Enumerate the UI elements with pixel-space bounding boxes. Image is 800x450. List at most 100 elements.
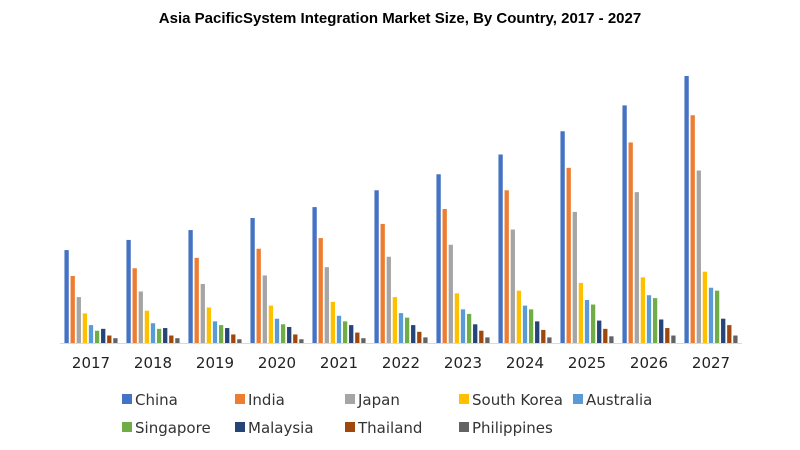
bar-japan-2022 bbox=[386, 256, 391, 343]
legend-swatch-philippines bbox=[459, 422, 469, 432]
bar-singapore-2026 bbox=[652, 298, 658, 343]
bar-singapore-2019 bbox=[218, 325, 224, 343]
bar-thailand-2019 bbox=[231, 334, 236, 343]
bar-australia-2022 bbox=[398, 313, 404, 343]
bar-india-2019 bbox=[194, 257, 199, 343]
bar-malaysia-2026 bbox=[659, 319, 664, 343]
bars-layer bbox=[64, 76, 738, 344]
chart-title: Asia PacificSystem Integration Market Si… bbox=[158, 10, 642, 27]
x-tick-labels: 2017 2018 2019 2020 2021 2022 2023 2024 2025 2026… bbox=[72, 354, 730, 372]
bar-south-korea-2017 bbox=[82, 313, 88, 343]
bar-singapore-2024 bbox=[528, 309, 534, 343]
bar-japan-2017 bbox=[76, 297, 81, 343]
legend-label-india: India bbox=[248, 391, 285, 409]
x-tick-label: 2021 bbox=[320, 354, 358, 372]
bar-malaysia-2017 bbox=[101, 328, 106, 343]
bar-south-korea-2018 bbox=[144, 310, 150, 343]
bar-australia-2017 bbox=[88, 325, 94, 343]
bar-australia-2024 bbox=[522, 305, 528, 343]
bar-singapore-2021 bbox=[342, 321, 348, 343]
bar-india-2026 bbox=[628, 142, 633, 343]
x-tick-label: 2017 bbox=[72, 354, 110, 372]
legend-swatch-japan bbox=[345, 394, 355, 404]
bar-singapore-2023 bbox=[466, 313, 472, 343]
bar-thailand-2025 bbox=[603, 328, 608, 343]
x-tick-label: 2025 bbox=[568, 354, 606, 372]
legend-swatch-south-korea bbox=[459, 394, 469, 404]
bar-india-2024 bbox=[504, 190, 509, 343]
bar-india-2018 bbox=[132, 268, 137, 343]
x-tick-label: 2020 bbox=[258, 354, 296, 372]
legend-label-malaysia: Malaysia bbox=[248, 419, 314, 437]
bar-japan-2021 bbox=[324, 267, 329, 343]
legend-swatch-australia bbox=[573, 394, 583, 404]
bar-china-2019 bbox=[188, 230, 193, 343]
bar-south-korea-2021 bbox=[330, 301, 336, 343]
bar-malaysia-2027 bbox=[721, 318, 726, 343]
bar-malaysia-2019 bbox=[225, 328, 230, 343]
bar-china-2024 bbox=[498, 154, 503, 343]
legend-swatch-india bbox=[235, 394, 245, 404]
bar-china-2025 bbox=[560, 131, 565, 343]
bar-philippines-2025 bbox=[609, 336, 614, 343]
bar-china-2022 bbox=[374, 190, 379, 343]
bar-thailand-2018 bbox=[169, 335, 174, 343]
bar-china-2026 bbox=[622, 105, 627, 344]
bar-singapore-2025 bbox=[590, 304, 596, 343]
bar-australia-2021 bbox=[336, 315, 342, 343]
bar-china-2027 bbox=[684, 76, 689, 343]
bar-philippines-2017 bbox=[113, 338, 118, 343]
bar-india-2025 bbox=[566, 167, 571, 343]
x-tick-label: 2018 bbox=[134, 354, 172, 372]
x-tick-label: 2027 bbox=[692, 354, 730, 372]
bar-thailand-2024 bbox=[541, 329, 546, 343]
bar-japan-2020 bbox=[262, 275, 267, 343]
legend-swatch-thailand bbox=[345, 422, 355, 432]
bar-australia-2025 bbox=[584, 300, 590, 343]
bar-china-2021 bbox=[312, 207, 317, 343]
bar-singapore-2017 bbox=[94, 330, 100, 343]
legend-label-japan: Japan bbox=[357, 391, 400, 409]
legend-swatch-china bbox=[122, 394, 132, 404]
bar-malaysia-2022 bbox=[411, 325, 416, 343]
bar-malaysia-2020 bbox=[287, 326, 292, 343]
bar-south-korea-2027 bbox=[702, 271, 708, 343]
bar-india-2022 bbox=[380, 223, 385, 343]
bar-malaysia-2023 bbox=[473, 324, 478, 343]
bar-india-2020 bbox=[256, 248, 261, 343]
bar-thailand-2017 bbox=[107, 335, 112, 343]
x-tick-label: 2026 bbox=[630, 354, 668, 372]
bar-australia-2020 bbox=[274, 318, 280, 343]
bar-philippines-2021 bbox=[361, 338, 366, 343]
bar-japan-2018 bbox=[138, 291, 143, 343]
x-tick-label: 2023 bbox=[444, 354, 482, 372]
bar-singapore-2027 bbox=[714, 290, 720, 343]
bar-china-2020 bbox=[250, 218, 255, 343]
bar-japan-2027 bbox=[696, 170, 701, 343]
legend-label-south-korea: South Korea bbox=[472, 391, 563, 409]
bar-china-2023 bbox=[436, 174, 441, 343]
x-tick-label: 2024 bbox=[506, 354, 544, 372]
bar-south-korea-2026 bbox=[640, 277, 646, 343]
legend-swatch-malaysia bbox=[235, 422, 245, 432]
bar-india-2023 bbox=[442, 208, 447, 343]
bar-south-korea-2025 bbox=[578, 282, 584, 344]
bar-thailand-2027 bbox=[727, 325, 732, 343]
bar-philippines-2018 bbox=[175, 338, 180, 343]
bar-philippines-2023 bbox=[485, 337, 490, 343]
bar-south-korea-2022 bbox=[392, 297, 398, 343]
bar-china-2017 bbox=[64, 250, 69, 343]
legend-label-china: China bbox=[135, 391, 178, 409]
bar-south-korea-2024 bbox=[516, 290, 522, 343]
x-tick-label: 2019 bbox=[196, 354, 234, 372]
legend-label-australia: Australia bbox=[586, 391, 652, 409]
legend-label-thailand: Thailand bbox=[357, 419, 422, 437]
bar-australia-2019 bbox=[212, 321, 218, 343]
bar-malaysia-2025 bbox=[597, 320, 602, 343]
bar-india-2021 bbox=[318, 238, 323, 343]
bar-malaysia-2024 bbox=[535, 321, 540, 343]
bar-philippines-2027 bbox=[733, 335, 738, 343]
bar-philippines-2024 bbox=[547, 337, 552, 343]
bar-australia-2023 bbox=[460, 309, 466, 343]
